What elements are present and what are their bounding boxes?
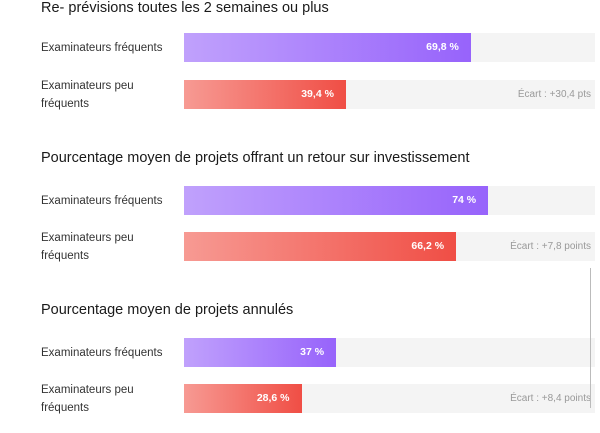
bar: 28,6 % (184, 384, 302, 413)
value-label: 69,8 % (426, 41, 459, 53)
side-divider (590, 268, 591, 408)
category-label: Examinateurs peu fréquents (41, 384, 134, 414)
category-label: Examinateurs fréquents (41, 195, 163, 207)
chart-title: Pourcentage moyen de projets annulés (41, 302, 294, 318)
chart-title: Pourcentage moyen de projets offrant un … (41, 150, 470, 166)
bar-track: 74 % (184, 186, 595, 215)
category-label: Examinateurs peu fréquents (41, 80, 134, 110)
gap-label: Écart : +7,8 points (510, 241, 591, 252)
value-label: 39,4 % (301, 88, 334, 100)
category-label: Examinateurs fréquents (41, 347, 163, 359)
bar-track: 37 % (184, 338, 595, 367)
bar: 74 % (184, 186, 489, 215)
value-label: 28,6 % (256, 392, 290, 404)
bar: 66,2 % (184, 232, 457, 261)
bar: 37 % (184, 338, 337, 367)
value-label: 74 % (452, 194, 477, 206)
bar-track: 39,4 % Écart : +30,4 pts (184, 80, 595, 109)
bar: 39,4 % (184, 80, 346, 109)
gap-label: Écart : +30,4 pts (517, 89, 591, 100)
chart-title: Re- prévisions toutes les 2 semaines ou … (41, 0, 329, 16)
gap-label: Écart : +8,4 points (510, 393, 591, 404)
value-label: 66,2 % (411, 240, 445, 252)
value-label: 37 % (300, 346, 325, 358)
bar: 69,8 % (184, 33, 471, 62)
bar-track: 28,6 % Écart : +8,4 points (184, 384, 595, 413)
bar-track: 66,2 % Écart : +7,8 points (184, 232, 595, 261)
category-label: Examinateurs fréquents (41, 42, 163, 54)
category-label: Examinateurs peu fréquents (41, 232, 134, 262)
bar-track: 69,8 % (184, 33, 595, 62)
